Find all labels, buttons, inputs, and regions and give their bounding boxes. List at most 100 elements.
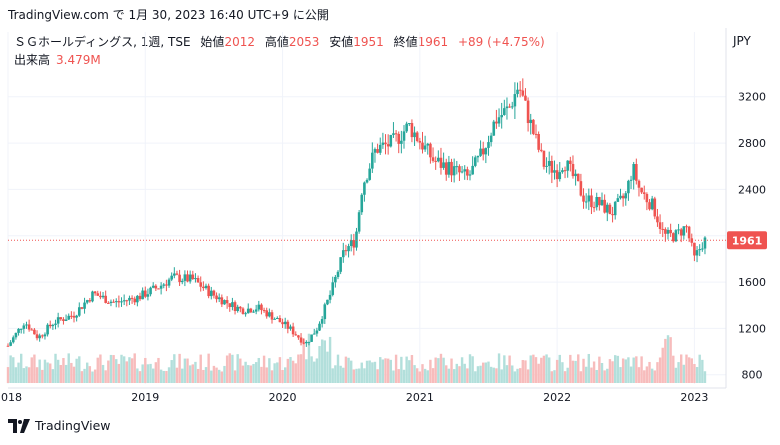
volume-bar [376, 369, 379, 383]
candle-body [268, 312, 271, 317]
volume-bar [212, 365, 216, 383]
volume-bar [386, 358, 390, 383]
candle-body [489, 135, 493, 143]
volume-bar [178, 353, 181, 383]
volume-bar [379, 357, 382, 383]
volume-bar [265, 367, 268, 383]
candle-body [693, 242, 696, 256]
candle-body [83, 302, 86, 309]
candle-body [637, 180, 641, 188]
volume-bar [339, 365, 342, 383]
candle-body [159, 285, 163, 289]
candle-body [405, 123, 408, 132]
volume-bar [484, 362, 488, 383]
volume-bar [643, 370, 646, 383]
volume-bar [569, 354, 572, 383]
volume-bar [685, 354, 688, 383]
volume-bar [218, 369, 221, 383]
candle-body [671, 233, 675, 242]
volume-bar [413, 365, 416, 383]
volume-bar [365, 360, 369, 383]
candle-body [645, 193, 649, 203]
volume-bar [334, 365, 337, 383]
candle-body [373, 149, 377, 153]
candle-body [281, 322, 284, 325]
last-price-tag [727, 231, 767, 250]
volume-bar [109, 354, 113, 383]
volume-bar [693, 364, 696, 383]
volume-bar [703, 371, 707, 383]
candle-body [167, 279, 171, 286]
volume-bar [254, 362, 258, 383]
volume-bar [30, 357, 33, 383]
candle-body [703, 237, 707, 249]
candle-body [600, 199, 604, 206]
candle-body [497, 117, 501, 124]
candle-body [407, 123, 411, 125]
volume-bar [595, 369, 598, 383]
candle-body [93, 291, 97, 294]
volume-bar [162, 370, 165, 383]
volume-bar [167, 367, 171, 383]
y-tick-label: 3200 [738, 91, 766, 104]
volume-bar [463, 363, 466, 383]
volume-bar [33, 354, 36, 383]
candle-body [30, 329, 34, 331]
volume-bar [513, 371, 517, 383]
volume-bar [445, 365, 448, 383]
volume-bar [104, 370, 107, 383]
volume-bar [225, 355, 229, 383]
x-tick-label: 2020 [269, 391, 297, 404]
footer-brand[interactable]: TradingView [8, 418, 111, 433]
candle-body [336, 271, 340, 277]
volume-bar [648, 361, 651, 383]
volume-bar [20, 353, 23, 383]
volume-bar [661, 347, 664, 383]
candle-body [11, 337, 15, 343]
volume-bar [99, 354, 102, 383]
candle-body [460, 171, 464, 173]
volume-bar [323, 340, 327, 383]
volume-bar [690, 358, 693, 383]
volume-bar [350, 360, 353, 383]
volume-bar [199, 354, 202, 383]
volume-bar [75, 358, 78, 383]
volume-bar [508, 355, 511, 383]
candle-body [584, 201, 588, 203]
volume-bar [584, 366, 588, 383]
volume-bar [46, 362, 49, 383]
candle-body [88, 300, 92, 302]
volume-bar [331, 368, 334, 383]
candle-body [471, 165, 474, 175]
volume-bar [389, 359, 393, 383]
volume-label: 出来高 [14, 53, 51, 67]
volume-bar [305, 359, 308, 383]
candle-body [273, 318, 276, 320]
candle-body [173, 273, 176, 276]
candle-body [429, 143, 432, 158]
volume-bar [115, 359, 118, 383]
volume-bar [302, 338, 305, 383]
symbol-label[interactable]: ＳＧホールディングス, 1週, TSE [14, 35, 191, 49]
volume-bar [220, 371, 224, 383]
last-price-line: 1961 [8, 231, 767, 250]
candle-body [22, 325, 26, 329]
volume-bar [566, 367, 569, 383]
volume-bar [460, 357, 464, 383]
volume-bar [471, 356, 474, 383]
open-value: 2012 [224, 35, 255, 49]
volume-bar [352, 369, 356, 383]
candle-body [56, 317, 60, 324]
volume-bar [571, 360, 575, 383]
volume-bar [563, 371, 567, 383]
candle-body [75, 315, 78, 318]
candle-body [598, 197, 601, 206]
volume-bar [67, 353, 70, 383]
volume-bar [687, 357, 691, 383]
candle-body [619, 195, 622, 199]
candle-body [397, 133, 401, 144]
volume-bar [479, 365, 482, 383]
candle-body [566, 160, 569, 171]
volume-bar [635, 356, 638, 383]
